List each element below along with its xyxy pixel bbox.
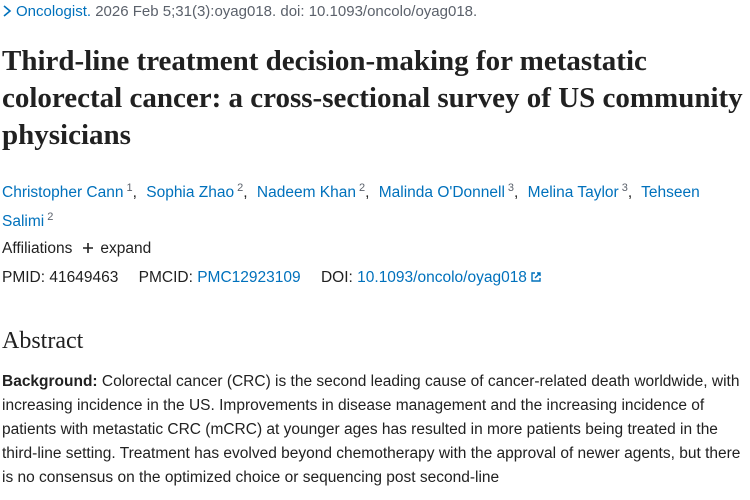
author-link[interactable]: Christopher Cann: [2, 184, 124, 202]
affiliation-number: 3: [507, 182, 515, 194]
separator: ,: [627, 184, 633, 202]
id-value: 41649463: [49, 269, 119, 286]
author-link[interactable]: Melina Taylor: [527, 184, 619, 202]
abstract-background: Background: Colorectal cancer (CRC) is t…: [2, 370, 750, 490]
author-link[interactable]: Tehseen Salimi: [2, 184, 700, 231]
section-text: Colorectal cancer (CRC) is the second le…: [2, 373, 741, 486]
affiliation-number: 2: [358, 182, 366, 194]
id-label: PMCID:: [138, 269, 193, 286]
external-icon: [531, 272, 541, 282]
pmid: PMID: 41649463: [2, 269, 118, 286]
separator: ,: [514, 184, 519, 202]
separator: ,: [243, 184, 248, 202]
abstract-heading: Abstract: [2, 328, 84, 354]
citation-details: 2026 Feb 5;31(3):oyag018. doi: 10.1093/o…: [95, 3, 478, 20]
section-label: Background:: [2, 373, 98, 390]
separator: ,: [132, 184, 137, 202]
doi-text: 10.1093/oncolo/oyag018: [357, 269, 527, 286]
affiliation-number: 2: [237, 182, 244, 194]
citation: Oncologist. 2026 Feb 5;31(3):oyag018. do…: [2, 3, 477, 20]
author-link[interactable]: Sophia Zhao: [146, 184, 235, 202]
author-link[interactable]: Malinda O'Donnell: [378, 184, 505, 202]
pmcid: PMCID: PMC12923109: [139, 269, 301, 286]
id-label: DOI:: [320, 269, 353, 286]
affiliation-number: 2: [47, 211, 54, 224]
separator: ,: [365, 184, 370, 202]
id-label: PMID:: [2, 269, 46, 286]
doi-link[interactable]: 10.1093/oncolo/oyag018: [357, 269, 542, 286]
affiliations-label: Affiliations: [2, 240, 73, 257]
affiliations: Affiliations expand: [2, 240, 151, 258]
affiliation-number: 3: [621, 182, 628, 194]
affiliation-number: 1: [126, 182, 133, 194]
authors: Christopher Cann 1, Sophia Zhao 2, Nadeem …: [2, 176, 742, 234]
author-link[interactable]: Nadeem Khan: [256, 184, 356, 202]
identifiers: PMID: 41649463 PMCID: PMC12923109 DOI: 1…: [2, 269, 558, 287]
chevron-icon: [3, 5, 12, 17]
article-title: Third-line treatment decision-making for…: [2, 45, 743, 151]
expand-toggle[interactable]: expand: [100, 240, 152, 257]
journal-link[interactable]: Oncologist.: [16, 3, 92, 20]
pmcid-link[interactable]: PMC12923109: [197, 269, 301, 286]
doi: DOI: 10.1093/oncolo/oyag018: [321, 269, 542, 286]
plus-icon: [83, 243, 94, 253]
